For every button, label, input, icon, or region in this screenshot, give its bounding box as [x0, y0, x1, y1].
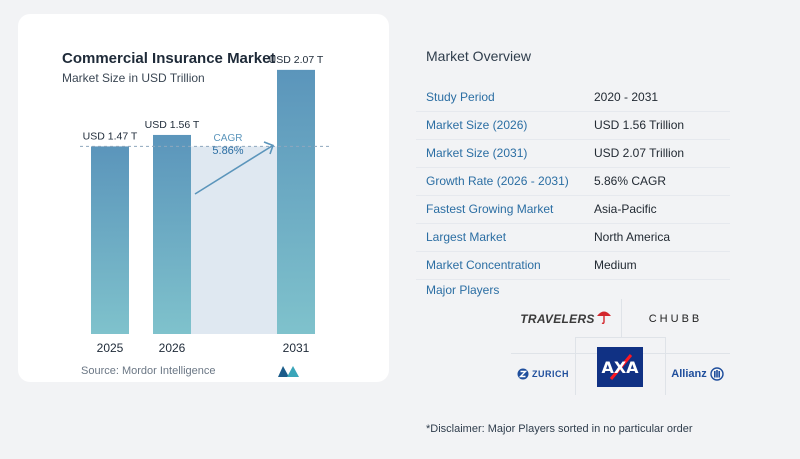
overview-label: Market Concentration	[426, 258, 541, 272]
cagr-label: CAGR	[214, 133, 243, 144]
logo-divider	[621, 299, 622, 337]
chart-title: Commercial Insurance Market	[62, 50, 276, 67]
zurich-logo-text: ZURICH	[532, 369, 569, 379]
bar-2031	[277, 69, 315, 335]
bar-2025	[91, 146, 129, 334]
axa-logo-text: AXA	[601, 358, 639, 377]
major-players-logos: TRAVELERS CHUBB ZURICH AXA Allianz	[511, 299, 730, 395]
overview-row: Market Size (2031) USD 2.07 Trillion	[416, 140, 730, 168]
zurich-emblem-icon	[517, 368, 529, 380]
overview-row: Market Concentration Medium	[416, 252, 730, 280]
overview-value: 5.86% CAGR	[594, 174, 667, 188]
logo-divider	[575, 337, 665, 338]
overview-value: USD 1.56 Trillion	[594, 118, 685, 132]
overview-label: Growth Rate (2026 - 2031)	[426, 174, 569, 188]
overview-row: Study Period 2020 - 2031	[416, 84, 730, 112]
umbrella-icon	[596, 311, 611, 324]
overview-value: 2020 - 2031	[594, 90, 659, 104]
data-label-2025: USD 1.47 T	[83, 130, 138, 142]
overview-value: North America	[594, 230, 671, 244]
logo-divider	[575, 337, 576, 395]
chart-subtitle: Market Size in USD Trillion	[62, 71, 205, 85]
source-text: Source: Mordor Intelligence	[81, 365, 216, 377]
overview-label: Fastest Growing Market	[426, 202, 554, 216]
mordor-logo-icon	[278, 366, 299, 377]
market-overview-table: Study Period 2020 - 2031 Market Size (20…	[416, 84, 730, 280]
travelers-logo: TRAVELERS	[511, 305, 621, 333]
tick-label-2025: 2025	[97, 341, 124, 355]
overview-row: Fastest Growing Market Asia-Pacific	[416, 196, 730, 224]
overview-row: Market Size (2026) USD 1.56 Trillion	[416, 112, 730, 140]
market-overview-title: Market Overview	[426, 48, 532, 64]
data-label-2031: USD 2.07 T	[269, 54, 324, 66]
allianz-eagle-icon	[710, 367, 724, 381]
cagr-arrowhead	[263, 141, 275, 155]
overview-value: Asia-Pacific	[594, 202, 657, 216]
overview-label: Market Size (2026)	[426, 118, 528, 132]
bar-2026	[153, 134, 191, 334]
chubb-logo: CHUBB	[621, 305, 730, 333]
allianz-logo-text: Allianz	[671, 368, 707, 380]
chubb-logo-text: CHUBB	[648, 313, 703, 325]
cagr-arrow	[194, 145, 273, 195]
growth-region	[191, 146, 277, 334]
major-players-title: Major Players	[426, 283, 500, 297]
tick-label-2026: 2026	[159, 341, 186, 355]
overview-value: Medium	[594, 258, 637, 272]
logo-divider	[665, 337, 666, 395]
zurich-logo: ZURICH	[511, 359, 575, 389]
axa-logo-mark	[609, 354, 633, 380]
data-label-2026: USD 1.56 T	[145, 119, 200, 131]
axa-logo: AXA	[597, 347, 643, 387]
cagr-value: 5.86%	[212, 145, 243, 157]
overview-label: Market Size (2031)	[426, 146, 528, 160]
disclaimer-text: *Disclaimer: Major Players sorted in no …	[426, 423, 693, 435]
overview-label: Largest Market	[426, 230, 507, 244]
tick-label-2031: 2031	[283, 341, 310, 355]
overview-label: Study Period	[426, 90, 495, 104]
travelers-logo-text: TRAVELERS	[520, 312, 595, 326]
overview-row: Growth Rate (2026 - 2031) 5.86% CAGR	[416, 168, 730, 196]
overview-value: USD 2.07 Trillion	[594, 146, 685, 160]
allianz-logo: Allianz	[665, 359, 730, 389]
overview-row: Largest Market North America	[416, 224, 730, 252]
